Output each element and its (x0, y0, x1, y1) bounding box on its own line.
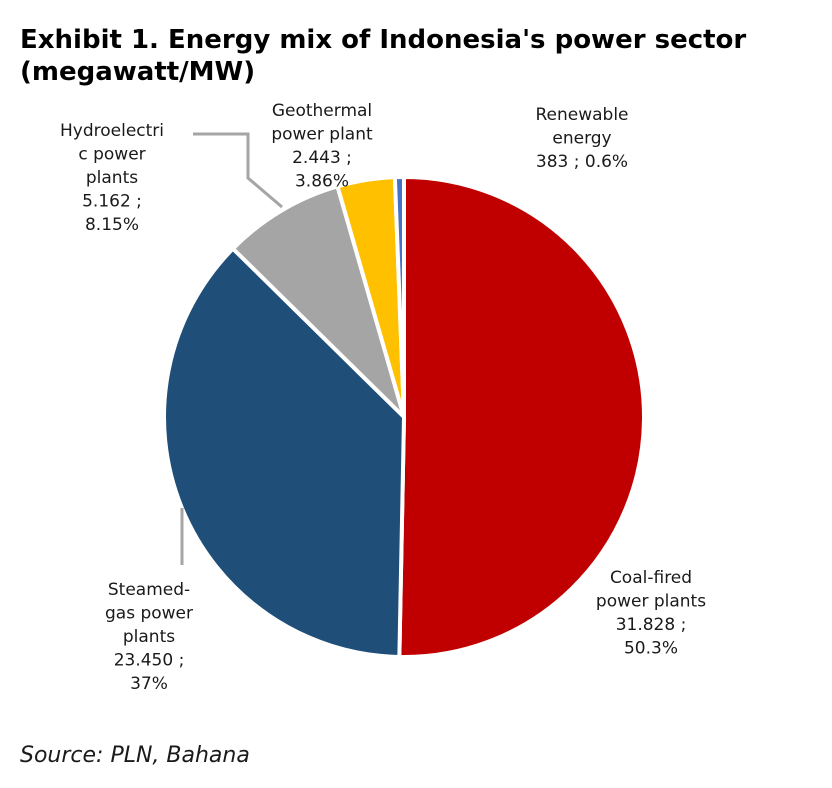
data-label-line: power plant (271, 125, 373, 145)
pie-slice-hydroelectric-power-plants (230, 184, 406, 419)
pie-slice-coal-fired-power-plants (397, 175, 646, 659)
pie-slice-steamed-gas-power-plants (162, 246, 406, 659)
data-label-line: 8.15% (85, 215, 139, 235)
data-label-line: plants (123, 627, 175, 647)
data-label-line: plants (86, 168, 138, 188)
data-label-coal-fired-power-plants: Coal-fired power plants 31.828 ; 50.3% (596, 568, 706, 659)
leader-line-hydroelectric-power-plants (193, 132, 283, 209)
pie-slice-renewable-energy (392, 175, 406, 419)
data-label-line: gas power (105, 604, 193, 624)
data-label-line: energy (552, 129, 611, 149)
data-label-line: power plants (596, 592, 706, 612)
data-label-line: Coal-fired (610, 568, 692, 588)
data-label-line: 23.450 ; (114, 651, 185, 671)
data-label-line: 50.3% (624, 639, 678, 659)
data-label-line: Steamed- (108, 580, 190, 600)
data-label-line: 37% (130, 674, 168, 694)
data-label-line: Geothermal (272, 101, 372, 121)
source-note: Source: PLN, Bahana (20, 743, 250, 768)
data-label-line: Hydroelectri (60, 121, 164, 141)
data-label-geothermal-power-plant: Geothermal power plant 2.443 ; 3.86% (271, 101, 373, 192)
data-label-line: 31.828 ; (616, 615, 687, 635)
data-label-renewable-energy: Renewable energy 383 ; 0.6% (535, 105, 628, 172)
chart-title: Exhibit 1. Energy mix of Indonesia's pow… (20, 24, 820, 88)
pie-chart: Coal-fired power plants 31.828 ; 50.3% Steam… (60, 101, 706, 694)
data-label-line: 383 ; 0.6% (536, 152, 628, 172)
data-label-line: 3.86% (295, 172, 349, 192)
data-label-line: Renewable (535, 105, 628, 125)
data-label-line: c power (78, 145, 145, 165)
data-label-line: 2.443 ; (292, 148, 352, 168)
data-label-line: 5.162 ; (82, 192, 142, 212)
data-label-hydroelectric-power-plants: Hydroelectri c power plants 5.162 ; 8.15% (60, 121, 164, 235)
chart-title-line-1: Exhibit 1. Energy mix of Indonesia's pow… (20, 25, 747, 55)
data-label-steamed-gas-power-plants: Steamed-gas power plants 23.450 ; 37% (105, 580, 193, 694)
chart-title-line-2: (megawatt/MW) (20, 57, 256, 87)
